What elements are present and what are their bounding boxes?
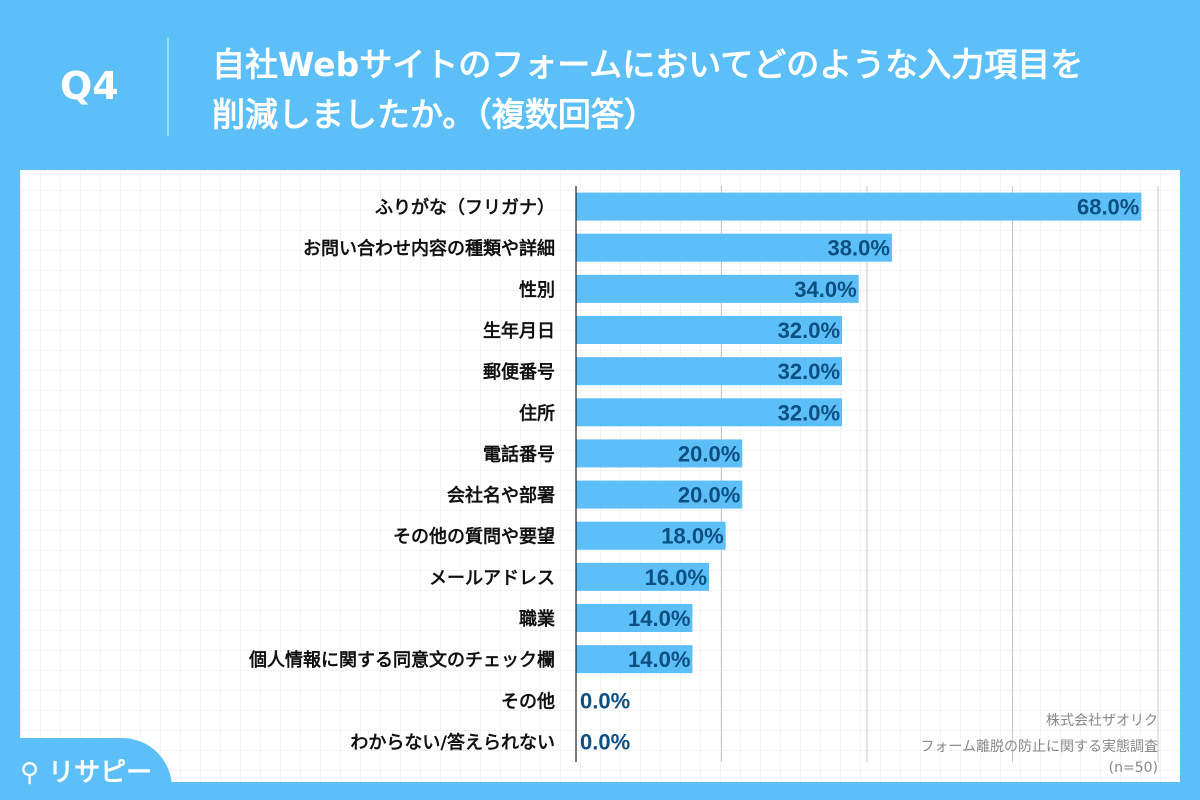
logo-tab [0,738,172,800]
data-label: 32.0% [778,400,840,425]
title-line-2: 削減しましたか。（複数回答） [212,95,657,134]
chart-panel [20,170,1180,782]
category-label: その他 [501,690,555,712]
category-label: 会社名や部署 [447,485,555,507]
page-title: 自社Webサイトのフォームにおいてどのような入力項目を 削減しましたか。（複数回答… [212,40,1172,140]
bar [576,357,843,386]
logo-text: リサピー [48,758,153,788]
bar [576,439,743,468]
bar [576,645,693,674]
category-label: 性別 [519,279,555,301]
bar [576,398,843,427]
logo: ⚲ リサピー [20,752,152,789]
bar [576,521,726,550]
category-label: 住所 [519,402,555,424]
data-label: 34.0% [794,277,856,302]
title-line-1: 自社Webサイトのフォームにおいてどのような入力項目を [212,45,1084,84]
category-label: 個人情報に関する同意文のチェック欄 [248,649,555,671]
data-label: 38.0% [828,236,890,261]
category-label: メールアドレス [429,568,555,589]
source-survey: フォーム離脱の防止に関する実態調査 [920,739,1158,755]
bar [576,480,743,509]
data-label: 0.0% [580,688,630,713]
data-label: 0.0% [580,729,630,754]
category-label: 職業 [519,608,556,630]
bar [576,604,693,632]
data-label: 32.0% [778,359,840,384]
sample-size: (n=50) [1108,760,1158,776]
question-number: Q4 [60,64,119,108]
category-label: 郵便番号 [483,361,555,383]
bar [576,192,1142,221]
bar [576,233,892,262]
source-company: 株式会社ザオリク [1046,713,1158,729]
bar [576,316,843,344]
bar [576,562,710,591]
data-label: 14.0% [628,647,690,672]
category-label: 生年月日 [483,320,555,342]
data-label: 68.0% [1077,195,1139,220]
category-label: わからない/答えられない [350,731,555,753]
data-label: 32.0% [778,318,840,343]
divider [167,38,169,136]
category-label: その他の質問や要望 [393,526,555,548]
category-label: 電話番号 [483,443,555,465]
data-label: 20.0% [678,441,740,466]
pin-icon: ⚲ [20,758,40,788]
category-label: お問い合わせ内容の種類や詳細 [303,238,555,260]
data-label: 14.0% [628,606,690,631]
category-label: ふりがな（フリガナ） [375,197,555,219]
data-label: 16.0% [645,565,707,590]
data-label: 20.0% [678,483,740,508]
bar [576,274,859,303]
data-label: 18.0% [661,524,723,549]
